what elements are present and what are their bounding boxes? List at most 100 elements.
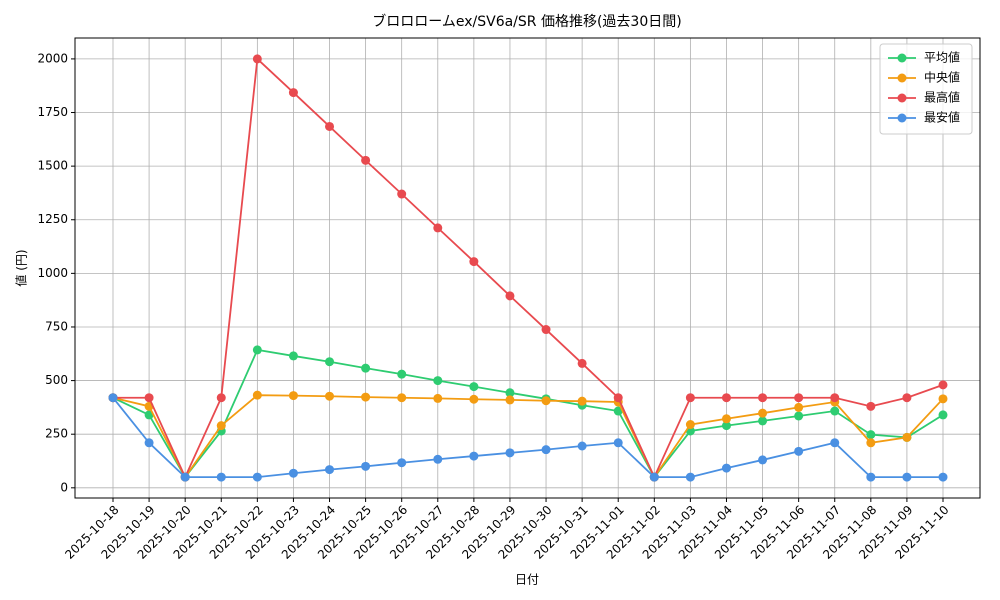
data-point (288, 351, 298, 361)
data-point (325, 121, 335, 131)
data-point (721, 463, 731, 473)
data-point (397, 369, 407, 379)
y-tick-label: 1000 (37, 266, 68, 280)
legend-marker (897, 113, 907, 123)
data-point (469, 257, 479, 267)
data-point (902, 393, 912, 403)
data-point (505, 388, 515, 398)
legend-marker (897, 53, 907, 63)
y-axis-label: 値 (円) (14, 249, 29, 286)
data-point (902, 472, 912, 482)
data-point (758, 455, 768, 465)
data-point (685, 472, 695, 482)
data-point (469, 451, 479, 461)
data-point (866, 430, 876, 440)
data-point (866, 401, 876, 411)
y-tick-label: 0 (60, 480, 68, 494)
data-point (685, 393, 695, 403)
data-point (252, 390, 262, 400)
legend-label: 平均値 (924, 50, 960, 65)
data-point (361, 461, 371, 471)
series-line (112, 394, 944, 479)
data-point (144, 438, 154, 448)
data-point (577, 358, 587, 368)
y-tick-label: 250 (45, 427, 68, 441)
data-point (866, 438, 876, 448)
data-point (541, 396, 551, 406)
data-point (180, 472, 190, 482)
data-point (216, 472, 226, 482)
data-point (721, 414, 731, 424)
x-axis-label: 日付 (515, 573, 539, 587)
data-point (288, 88, 298, 98)
data-point (541, 325, 551, 335)
data-point (902, 432, 912, 442)
series-line (112, 397, 943, 478)
legend-marker (897, 73, 907, 83)
data-point (252, 54, 262, 64)
data-point (794, 402, 804, 412)
y-tick-label: 750 (45, 319, 68, 333)
data-point (361, 392, 371, 402)
data-point (794, 446, 804, 456)
y-tick-label: 2000 (37, 51, 68, 65)
data-point (325, 357, 335, 367)
y-tick-label: 1750 (37, 105, 68, 119)
data-point (505, 291, 515, 301)
data-point (108, 393, 118, 403)
data-point (397, 189, 407, 199)
data-point (613, 406, 623, 416)
y-tick-label: 500 (45, 373, 68, 387)
legend-marker (897, 93, 907, 103)
data-point (938, 380, 948, 390)
data-point (758, 408, 768, 418)
data-point (469, 382, 479, 392)
data-point (577, 396, 587, 406)
legend-label: 最安値 (924, 110, 960, 125)
data-point (361, 155, 371, 165)
data-point (216, 393, 226, 403)
data-point (216, 421, 226, 431)
data-point (325, 391, 335, 401)
data-point (288, 391, 298, 401)
legend-label: 最高値 (924, 90, 960, 105)
y-tick-label: 1250 (37, 212, 68, 226)
data-point (758, 416, 768, 426)
data-point (361, 363, 371, 373)
y-tick-label: 1500 (37, 159, 68, 173)
data-point (433, 393, 443, 403)
plot-frame (74, 37, 981, 499)
data-point (938, 394, 948, 404)
data-point (794, 411, 804, 421)
legend-label: 中央値 (924, 70, 960, 85)
data-point (938, 410, 948, 420)
data-point (433, 454, 443, 464)
data-point (433, 376, 443, 386)
data-point (505, 448, 515, 458)
data-point (613, 393, 623, 403)
data-point (758, 393, 768, 403)
data-point (325, 465, 335, 475)
data-point (721, 393, 731, 403)
data-point (252, 345, 262, 355)
data-point (721, 421, 731, 431)
data-point (505, 395, 515, 405)
legend-box (879, 43, 973, 135)
data-point (649, 472, 659, 482)
chart-title: ブロロロームex/SV6a/SR 価格推移(過去30日間) (372, 13, 681, 30)
data-point (252, 472, 262, 482)
data-point (577, 441, 587, 451)
data-point (830, 438, 840, 448)
series-line (112, 348, 944, 479)
data-point (397, 393, 407, 403)
series-line (113, 57, 944, 480)
data-point (144, 393, 154, 403)
data-point (288, 468, 298, 478)
data-point (685, 420, 695, 430)
data-point (613, 438, 623, 448)
data-point (830, 406, 840, 416)
data-point (794, 393, 804, 403)
data-point (866, 472, 876, 482)
